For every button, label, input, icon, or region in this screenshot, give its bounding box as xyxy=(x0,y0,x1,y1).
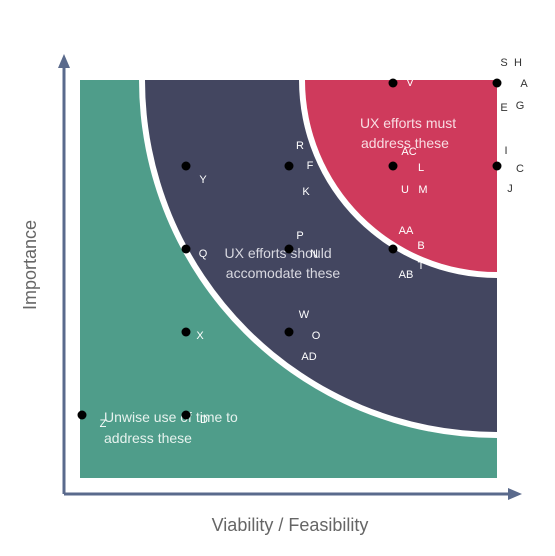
letter-label-b: B xyxy=(417,240,424,252)
data-dot xyxy=(77,410,87,420)
letter-label-a: A xyxy=(520,78,528,90)
letter-label-m: M xyxy=(418,184,427,196)
letter-label-ab: AB xyxy=(399,269,414,281)
letter-label-r: R xyxy=(296,140,304,152)
data-dot xyxy=(284,244,294,254)
data-dot xyxy=(284,327,294,337)
data-dot xyxy=(181,410,191,420)
letter-label-e: E xyxy=(500,102,507,114)
axes xyxy=(58,54,522,500)
letter-label-i: I xyxy=(504,145,507,157)
data-dot xyxy=(492,161,502,171)
letter-label-c: C xyxy=(516,163,524,175)
letter-label-o: O xyxy=(312,330,321,342)
letter-label-q: Q xyxy=(199,248,208,260)
letter-label-aa: AA xyxy=(399,225,414,237)
letter-label-v: V xyxy=(406,77,414,89)
dots xyxy=(77,78,502,420)
x-axis-title: Viability / Feasibility xyxy=(212,515,369,535)
y-axis-arrow-icon xyxy=(58,54,70,68)
letter-label-ad: AD xyxy=(301,351,316,363)
letter-label-g: G xyxy=(516,100,525,112)
letter-label-w: W xyxy=(299,309,310,321)
letter-label-j: J xyxy=(507,183,513,195)
data-dot xyxy=(181,161,191,171)
letter-label-p: P xyxy=(296,230,303,242)
data-dot xyxy=(181,327,191,337)
letter-label-ac: AC xyxy=(401,146,416,158)
letter-label-f: F xyxy=(307,160,314,172)
letter-label-h: H xyxy=(514,57,522,69)
letter-label-n: N xyxy=(310,248,318,260)
letter-label-t: T xyxy=(418,260,425,272)
letter-label-z: Z xyxy=(100,418,107,430)
navy-zone-label: UX efforts should accomodate these xyxy=(224,245,340,281)
data-dot xyxy=(284,161,294,171)
letter-label-d: D xyxy=(200,414,208,426)
data-dot xyxy=(492,78,502,88)
letter-label-l: L xyxy=(418,162,424,174)
x-axis-arrow-icon xyxy=(508,488,522,500)
data-dot xyxy=(388,244,398,254)
red-zone xyxy=(305,80,497,272)
zones xyxy=(80,80,497,478)
y-axis-title: Importance xyxy=(20,220,40,310)
letter-label-y: Y xyxy=(199,174,207,186)
letter-label-s: S xyxy=(500,57,507,69)
letter-label-k: K xyxy=(302,186,310,198)
data-dot xyxy=(388,161,398,171)
letter-label-u: U xyxy=(401,184,409,196)
green-zone-label: Unwise use of time to address these xyxy=(104,409,242,446)
red-zone-label: UX efforts must address these xyxy=(360,115,460,151)
letter-label-x: X xyxy=(196,330,204,342)
data-dot xyxy=(181,244,191,254)
data-dot xyxy=(388,78,398,88)
